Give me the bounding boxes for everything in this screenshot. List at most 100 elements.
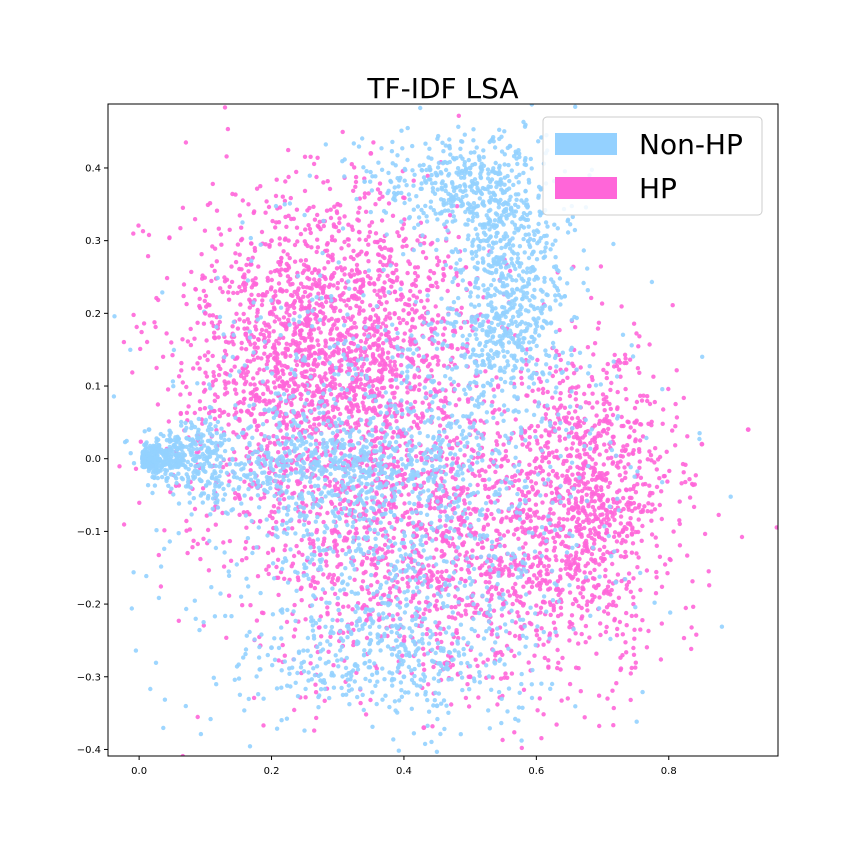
hp-point [362,387,367,392]
hp-point [470,548,475,553]
hp-point [607,419,612,424]
hp-point [279,256,284,261]
hp-point [353,184,358,189]
non-hp-point [375,531,381,536]
hp-point [577,455,583,460]
hp-point [538,379,543,384]
hp-point [564,474,569,479]
hp-point [526,441,532,446]
hp-point [608,387,613,393]
hp-point [271,380,277,385]
hp-point [687,477,692,482]
hp-point [616,595,622,600]
hp-point [346,604,351,609]
hp-point [367,326,372,331]
hp-point [369,562,374,567]
hp-point [210,313,216,318]
hp-point [537,696,542,701]
non-hp-point [395,331,400,336]
hp-point [298,586,303,592]
hp-point [626,571,632,576]
hp-point [625,443,630,448]
hp-point [404,400,410,405]
hp-point [606,484,611,489]
non-hp-point [552,527,558,533]
hp-point [603,629,609,635]
hp-point [575,577,580,582]
hp-point [628,516,633,521]
hp-point [272,350,277,355]
hp-point [702,531,708,537]
hp-point [508,516,513,522]
hp-point [503,671,508,676]
hp-point [283,214,288,220]
hp-point [453,403,459,408]
hp-point [337,382,342,388]
hp-point [265,358,270,364]
hp-point [504,515,509,520]
hp-point [391,429,396,435]
hp-point [600,512,605,517]
hp-point [307,537,312,542]
hp-point [654,543,659,548]
hp-point [204,374,210,379]
hp-point [346,345,351,351]
hp-point [441,266,446,271]
hp-point [387,369,393,374]
non-hp-point [327,387,332,393]
non-hp-point [407,500,412,506]
hp-point [422,667,427,672]
hp-point [486,494,491,500]
hp-point [444,435,449,440]
hp-point [235,290,240,296]
hp-point [657,502,662,508]
hp-point [592,436,598,442]
hp-point [326,260,331,265]
hp-point [411,178,416,183]
hp-point [533,628,539,633]
hp-point [540,386,546,392]
hp-point [529,584,535,590]
hp-point [162,528,167,533]
hp-point [281,419,286,424]
hp-point [178,411,183,417]
hp-point [358,377,363,382]
hp-point [631,595,636,600]
hp-point [631,321,637,326]
hp-point [394,419,399,424]
hp-point [258,331,263,337]
hp-point [474,555,480,561]
hp-point [611,723,616,728]
hp-point [573,385,579,390]
hp-point [510,572,515,577]
hp-point [547,365,553,371]
hp-point [550,395,555,400]
hp-point [671,529,676,534]
hp-point [290,561,296,566]
hp-point [251,406,256,411]
hp-point [405,270,410,276]
non-hp-point [452,528,457,533]
hp-point [286,238,291,243]
hp-point [363,712,369,717]
hp-point [322,361,327,367]
hp-point [136,223,141,228]
hp-point [652,399,657,405]
hp-point [526,660,531,665]
hp-point [266,470,272,476]
hp-point [412,375,417,380]
hp-point [420,400,425,405]
hp-point [284,303,289,308]
hp-point [381,262,386,268]
hp-point [363,340,368,345]
hp-point [312,357,318,362]
non-hp-point [246,454,251,459]
hp-point [154,365,159,371]
hp-point [610,688,615,693]
hp-point [485,522,491,527]
hp-point [415,274,420,279]
hp-point [607,522,612,527]
hp-point [285,380,290,385]
non-hp-point [697,431,702,436]
hp-point [355,271,361,276]
